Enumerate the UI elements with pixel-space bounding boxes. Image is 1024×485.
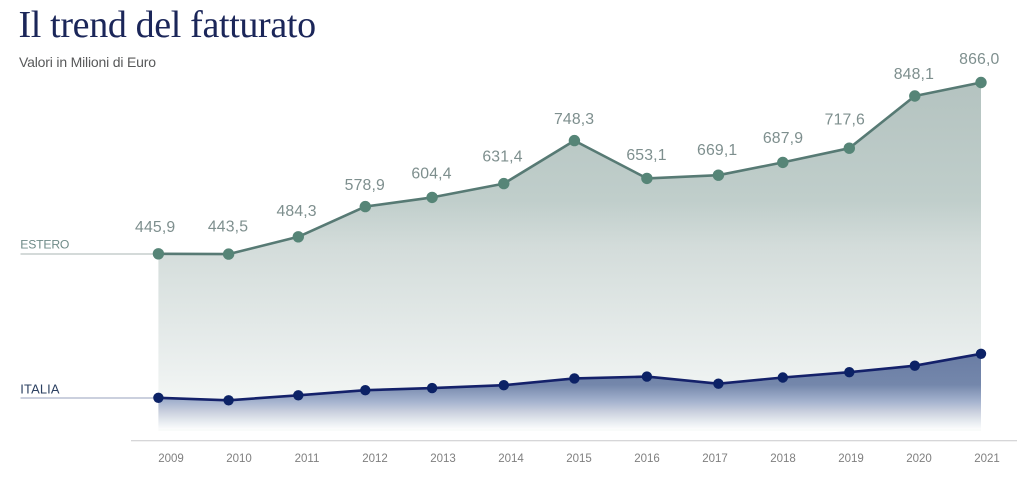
svg-text:687,9: 687,9 [763,130,803,147]
svg-text:2015: 2015 [566,453,592,465]
svg-text:2013: 2013 [430,453,456,465]
svg-text:2016: 2016 [634,453,660,465]
svg-text:2010: 2010 [226,453,252,465]
svg-text:848,1: 848,1 [894,66,934,83]
svg-text:445,9: 445,9 [135,219,175,236]
svg-text:443,5: 443,5 [208,219,248,236]
svg-text:Valori in Milioni di Euro: Valori in Milioni di Euro [19,54,156,70]
svg-text:653,1: 653,1 [626,147,666,164]
svg-text:ITALIA: ITALIA [20,381,60,396]
svg-text:ESTERO: ESTERO [20,237,69,251]
svg-text:2017: 2017 [702,453,728,465]
svg-text:578,9: 578,9 [345,177,385,194]
svg-text:717,6: 717,6 [825,112,865,129]
svg-text:2018: 2018 [770,453,796,465]
svg-text:2021: 2021 [974,453,1000,465]
svg-text:2014: 2014 [498,453,524,465]
svg-text:Il trend del fatturato: Il trend del fatturato [19,4,316,46]
svg-text:669,1: 669,1 [697,142,737,159]
svg-text:2020: 2020 [906,453,932,465]
svg-text:866,0: 866,0 [959,51,999,68]
svg-text:2019: 2019 [838,453,864,465]
svg-text:2009: 2009 [158,453,184,465]
svg-text:604,4: 604,4 [411,166,451,183]
svg-text:484,3: 484,3 [276,203,316,220]
svg-text:631,4: 631,4 [482,148,522,165]
svg-text:748,3: 748,3 [554,111,594,128]
svg-text:2012: 2012 [362,453,388,465]
svg-text:2011: 2011 [295,453,320,465]
